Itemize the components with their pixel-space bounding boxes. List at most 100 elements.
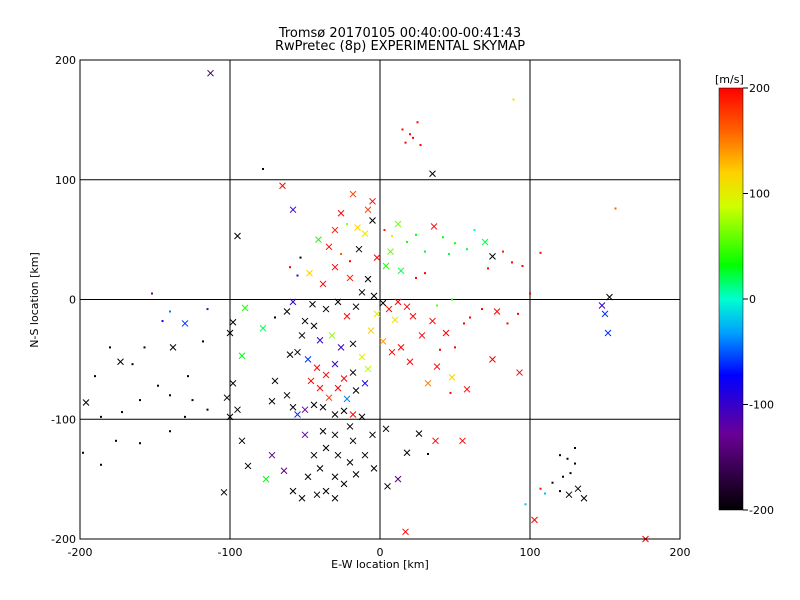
data-point-dot [349,260,351,263]
data-point-cross [598,302,606,309]
data-point-dot [121,411,123,414]
data-point-cross [574,485,582,493]
data-point-cross [379,299,387,307]
data-point-cross [355,245,363,253]
data-point-dot [296,274,299,277]
data-point-dot [454,346,456,349]
x-tick-label: -100 [218,546,243,559]
data-point-cross [301,406,309,414]
data-point-cross [358,413,366,421]
data-point-cross [361,230,369,237]
data-point-cross [424,379,432,387]
data-point-cross [331,263,339,271]
data-point-cross [304,473,312,481]
data-point-cross [268,397,276,405]
data-point-dot [94,375,96,378]
data-point-cross [316,464,324,472]
data-point-cross [430,223,438,230]
data-point-dot [539,487,542,490]
data-point-cross [361,379,369,387]
data-point-cross [226,329,234,337]
data-point-dot [436,304,438,307]
data-point-cross [334,451,342,459]
data-point-cross [309,300,316,308]
x-tick-label: 100 [520,546,541,559]
data-point-dot [551,481,554,484]
data-point-cross [354,224,361,232]
data-point-dot [539,251,542,254]
data-point-cross [340,480,348,488]
y-tick-label: 0 [69,294,76,307]
data-point-cross [340,375,348,382]
data-point-cross [310,401,318,409]
data-point-cross [294,348,301,356]
data-point-cross [442,329,450,337]
data-point-cross [565,491,573,499]
data-point-cross [361,451,369,459]
colorbar-label: [m/s] [715,73,744,86]
data-point-dot [487,267,489,270]
data-point-cross [432,437,439,445]
data-point-cross [328,332,336,339]
data-point-cross [601,310,609,318]
data-point-dot [416,121,419,124]
data-point-cross [238,437,246,445]
data-point-dot [439,348,441,351]
x-tick-label: 200 [670,546,691,559]
data-point-dot [202,340,204,343]
data-point-cross [319,280,327,288]
data-point-cross [181,320,189,327]
data-point-cross [382,425,390,433]
data-point-cross [418,332,426,339]
data-point-cross [279,182,286,190]
data-point-dot [100,463,102,466]
data-point-cross [244,462,252,470]
data-point-cross [316,336,324,344]
data-point-dot [157,384,159,387]
data-point-dot [448,252,450,255]
data-point-dot [466,248,468,251]
data-point-dot [569,472,572,475]
data-point-cross [286,351,294,358]
data-point-cross [289,298,297,306]
data-point-cross [370,292,378,300]
data-point-cross [358,353,366,361]
data-point-cross [262,475,270,483]
data-point-dot [481,308,483,311]
data-point-dot [415,276,417,279]
x-axis-label: E-W location [km] [331,558,429,571]
data-point-cross [268,451,276,459]
data-point-cross [463,385,471,393]
data-point-dot [506,322,509,325]
data-point-cross [301,431,309,439]
x-axis-ticks: -200 -100 0 100 200 [68,546,691,559]
data-point-dot [143,346,146,349]
data-point-cross [117,358,124,366]
data-point-cross [403,449,411,457]
colorbar-tick-label: -100 [749,399,774,412]
data-point-cross [289,206,297,214]
data-point-cross [289,403,297,411]
data-point-dot [82,451,84,454]
data-point-cross [283,391,291,399]
data-point-cross [493,308,501,315]
data-point-dot [562,475,564,478]
data-point-cross [352,303,360,311]
data-point-dot [151,292,153,295]
data-point-cross [367,327,375,334]
data-point-dot [451,298,453,301]
data-point-dot [139,442,141,445]
data-point-dot [473,229,476,232]
data-point-dot [109,346,111,349]
data-point-cross [334,384,342,392]
data-point-dot [512,98,515,101]
data-point-dot [574,462,576,465]
data-point-cross [325,243,333,251]
data-point-dot [566,457,569,460]
data-point-cross [489,253,496,260]
data-point-cross [397,344,405,351]
data-point-dot [346,223,348,226]
data-point-cross [294,411,301,418]
data-point-dot [206,408,209,411]
data-point-dot [454,242,456,245]
